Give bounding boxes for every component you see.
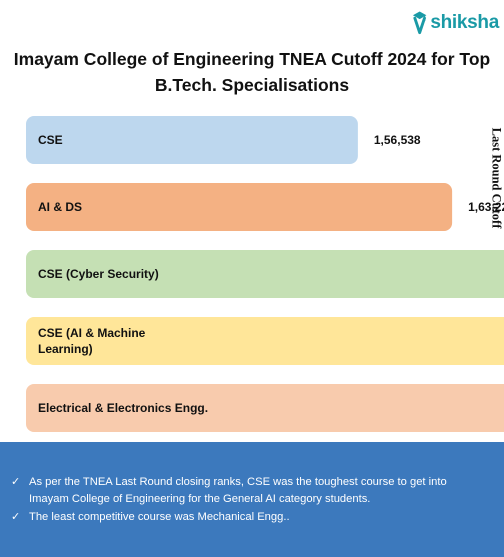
data-label: 1,63,221 <box>468 200 504 214</box>
check-icon: ✓ <box>11 511 21 523</box>
note-text: As per the TNEA Last Round closing ranks… <box>29 476 447 505</box>
bar-2 <box>26 183 453 231</box>
notes-panel: ✓ As per the TNEA Last Round closing rank… <box>0 442 504 557</box>
check-icon: ✓ <box>11 476 21 488</box>
category-label: CSE (Cyber Security) <box>38 267 159 281</box>
category-label: AI & DS <box>38 200 82 214</box>
graduation-cap-icon <box>412 11 427 35</box>
bar-chart: CSE 1,56,538 AI & DS 1,63,221 CSE (Cyber Sec… <box>26 116 504 432</box>
y-axis-label: Last Round Cutoff <box>489 127 504 229</box>
shiksha-logo: shiksha <box>411 8 499 38</box>
category-label: Electrical & Electronics Engg. <box>38 401 208 415</box>
category-label: CSE <box>38 133 63 147</box>
bar-4 <box>26 317 504 365</box>
note-item: ✓ As per the TNEA Last Round closing rank… <box>11 474 488 508</box>
bar-5 <box>26 384 504 432</box>
bar-1 <box>26 116 358 164</box>
note-item: ✓ The least competitive course was Mechan… <box>11 509 488 526</box>
bar-3 <box>26 250 504 298</box>
brand-name: shiksha <box>430 12 499 33</box>
category-label: CSE (AI & Machine Learning) <box>38 326 146 356</box>
data-label: 1,56,538 <box>374 133 421 147</box>
note-text: The least competitive course was Mechani… <box>29 511 290 523</box>
chart-title: Imayam College of Engineering TNEA Cutof… <box>13 49 491 95</box>
